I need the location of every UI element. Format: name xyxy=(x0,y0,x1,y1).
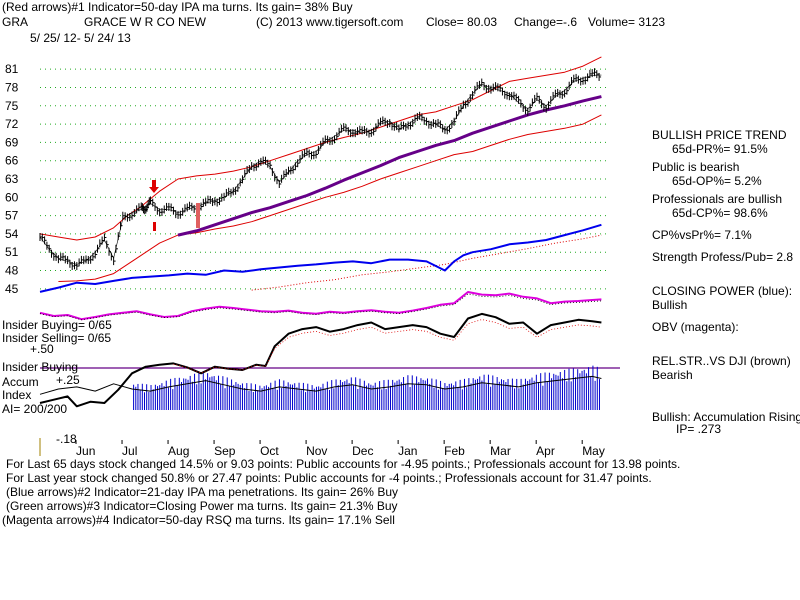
public-status: Public is bearish xyxy=(652,160,740,174)
y-tick-81: 81 xyxy=(5,62,19,76)
accum-index-ma-line xyxy=(39,375,602,395)
ai-value: AI= 200/200 xyxy=(2,402,68,416)
closing-power-value: Bullish xyxy=(652,298,688,312)
close-price: Close= 80.03 xyxy=(426,15,498,29)
y-tick-78: 78 xyxy=(5,80,19,94)
closing-power-line xyxy=(39,223,602,293)
ma50-line xyxy=(177,95,602,237)
ticker-symbol: GRA xyxy=(2,15,29,29)
op-percent: 65d-OP%= 5.2% xyxy=(672,174,762,188)
axis-minus18: -.18 xyxy=(56,432,77,446)
trend-title: BULLISH PRICE TREND xyxy=(652,128,787,142)
y-tick-57: 57 xyxy=(5,209,19,223)
y-tick-48: 48 xyxy=(5,264,19,278)
company-name: GRACE W R CO NEW xyxy=(84,15,206,29)
x-tick-mar: Mar xyxy=(490,444,511,458)
x-tick-jul: Jul xyxy=(122,444,137,458)
x-tick-may: May xyxy=(582,444,605,458)
buy-arrow-up xyxy=(153,222,156,231)
y-tick-51: 51 xyxy=(5,245,19,259)
accum-label: Bullish: Accumulation Rising xyxy=(652,410,800,424)
x-tick-jan: Jan xyxy=(398,444,417,458)
relative-strength-line xyxy=(251,234,602,291)
footer-65day: For Last 65 days stock changed 14.5% or … xyxy=(6,457,681,471)
x-tick-apr: Apr xyxy=(536,444,555,458)
insider-selling-count: Insider Selling= 0/65 xyxy=(2,331,112,345)
index-label-left: Index xyxy=(2,388,32,402)
x-tick-oct: Oct xyxy=(260,444,279,458)
y-tick-72: 72 xyxy=(5,117,19,131)
indicator-3-label: (Green arrows)#3 Indicator=Closing Power… xyxy=(6,499,398,513)
y-tick-66: 66 xyxy=(5,154,19,168)
y-tick-54: 54 xyxy=(5,227,19,241)
accum-label-left: Accum xyxy=(2,375,39,389)
obv-line xyxy=(39,291,602,321)
obv-label: OBV (magenta): xyxy=(652,320,739,334)
sell-arrow-down xyxy=(149,180,159,193)
y-tick-75: 75 xyxy=(5,99,19,113)
closing-power-label: CLOSING POWER (blue): xyxy=(652,284,793,298)
lower-band-line xyxy=(58,114,602,282)
x-tick-aug: Aug xyxy=(168,444,189,458)
x-tick-sep: Sep xyxy=(214,444,236,458)
obv-ma-line xyxy=(39,293,602,321)
cp-vs-pr: CP%vsPr%= 7.1% xyxy=(652,228,752,242)
buy-arrow-marker xyxy=(196,203,200,228)
footer-year: For Last year stock changed 50.8% or 27.… xyxy=(6,471,652,485)
indicator-1-label: (Red arrows)#1 Indicator=50-day IPA ma t… xyxy=(2,0,353,14)
x-tick-jun: Jun xyxy=(76,444,95,458)
relstr-label: REL.STR..VS DJI (brown) xyxy=(652,354,791,368)
copyright-text: (C) 2013 www.tigersoft.com xyxy=(256,15,404,29)
volume: Volume= 3123 xyxy=(588,15,666,29)
axis-plus25: +.25 xyxy=(56,373,80,387)
closing-power-black-ma-line xyxy=(173,319,602,374)
price-line xyxy=(39,74,602,265)
y-tick-45: 45 xyxy=(5,282,19,296)
y-tick-60: 60 xyxy=(5,190,19,204)
indicator-2-label: (Blue arrows)#2 Indicator=21-day IPA ma … xyxy=(6,485,398,499)
professionals-status: Professionals are bullish xyxy=(652,192,783,206)
y-tick-69: 69 xyxy=(5,135,19,149)
insider-buying-count: Insider Buying= 0/65 xyxy=(2,318,112,332)
cp-percent: 65d-CP%= 98.6% xyxy=(672,206,768,220)
date-range: 5/ 25/ 12- 5/ 24/ 13 xyxy=(30,31,131,45)
price-change: Change=-.6 xyxy=(514,15,578,29)
strength-ratio: Strength Profess/Pub= 2.8 xyxy=(652,250,794,264)
axis-plus50: +.50 xyxy=(30,342,54,356)
x-tick-nov: Nov xyxy=(306,444,327,458)
pr-percent: 65d-PR%= 91.5% xyxy=(672,142,768,156)
x-tick-dec: Dec xyxy=(352,444,373,458)
insider-buying-label: Insider Buying xyxy=(2,360,79,374)
relstr-value: Bearish xyxy=(652,368,693,382)
closing-power-black-line xyxy=(39,312,602,408)
indicator-4-label: (Magenta arrows)#4 Indicator=50-day RSQ … xyxy=(2,513,395,527)
x-tick-feb: Feb xyxy=(444,444,465,458)
y-tick-63: 63 xyxy=(5,172,19,186)
ip-value: IP= .273 xyxy=(676,422,722,436)
